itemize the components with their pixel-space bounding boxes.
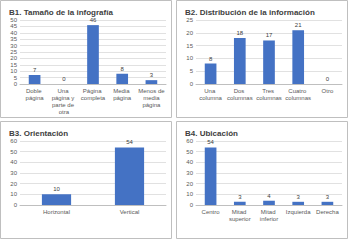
svg-text:columna: columna (199, 95, 222, 101)
svg-text:50: 50 (10, 149, 17, 155)
svg-text:Izquierda: Izquierda (286, 209, 311, 215)
svg-text:Menos de: Menos de (138, 88, 165, 94)
svg-text:0: 0 (14, 202, 18, 208)
svg-text:10: 10 (186, 55, 193, 61)
svg-text:0: 0 (326, 76, 330, 82)
svg-text:otra: otra (59, 109, 70, 115)
svg-text:B1. Tamaño de la infografía: B1. Tamaño de la infografía (9, 8, 113, 17)
svg-text:15: 15 (10, 62, 17, 68)
svg-text:página y: página y (52, 95, 76, 101)
svg-text:10: 10 (53, 186, 60, 192)
svg-text:30: 30 (10, 43, 17, 49)
svg-text:parte de: parte de (52, 102, 76, 108)
svg-text:60: 60 (10, 138, 17, 144)
svg-text:4: 4 (267, 193, 271, 199)
svg-text:Media: Media (113, 88, 131, 94)
svg-text:40: 40 (186, 159, 193, 165)
svg-text:50: 50 (186, 149, 193, 155)
svg-text:Mitad: Mitad (232, 209, 248, 215)
svg-text:20: 20 (186, 181, 193, 187)
svg-text:0: 0 (14, 81, 18, 87)
svg-text:20: 20 (10, 181, 17, 187)
svg-text:Cuatro: Cuatro (288, 88, 308, 94)
svg-text:0: 0 (190, 81, 194, 87)
svg-text:B2. Distribución de la informa: B2. Distribución de la información (185, 8, 315, 17)
svg-text:Vertical: Vertical (120, 209, 140, 215)
svg-text:Dos: Dos (234, 88, 246, 94)
svg-text:10: 10 (10, 191, 17, 197)
svg-text:página: página (113, 95, 132, 101)
svg-text:Tres: Tres (262, 88, 275, 94)
svg-text:columnas: columnas (227, 95, 253, 101)
svg-text:Una: Una (57, 88, 70, 94)
svg-text:40: 40 (10, 30, 17, 36)
svg-text:40: 40 (10, 159, 17, 165)
svg-text:Página: Página (83, 88, 103, 94)
svg-text:8: 8 (121, 66, 125, 72)
svg-text:superior: superior (229, 216, 251, 222)
svg-text:18: 18 (236, 30, 243, 36)
svg-text:Horizontal: Horizontal (43, 209, 70, 215)
svg-text:30: 30 (186, 170, 193, 176)
svg-text:50: 50 (10, 17, 17, 23)
svg-text:25: 25 (10, 49, 17, 55)
svg-text:B4. Ubicación: B4. Ubicación (185, 129, 238, 138)
svg-text:Derecha: Derecha (316, 209, 339, 215)
svg-text:3: 3 (297, 194, 301, 200)
svg-text:Doble: Doble (26, 88, 43, 94)
svg-text:20: 20 (10, 55, 17, 61)
svg-text:completa: completa (81, 95, 106, 101)
svg-text:0: 0 (190, 202, 194, 208)
svg-text:3: 3 (326, 194, 330, 200)
svg-text:3: 3 (150, 72, 154, 78)
svg-text:inferior: inferior (260, 216, 278, 222)
svg-text:20: 20 (186, 30, 193, 36)
svg-text:45: 45 (10, 23, 17, 29)
svg-text:10: 10 (10, 68, 17, 74)
svg-text:25: 25 (186, 17, 193, 23)
svg-text:46: 46 (90, 17, 97, 23)
svg-text:54: 54 (207, 139, 214, 145)
svg-text:Mitad: Mitad (261, 209, 277, 215)
svg-text:5: 5 (14, 75, 18, 81)
svg-text:5: 5 (190, 68, 194, 74)
svg-text:B3. Orientación: B3. Orientación (9, 129, 68, 138)
svg-text:54: 54 (126, 139, 133, 145)
svg-text:Centro: Centro (202, 209, 221, 215)
svg-text:8: 8 (209, 56, 213, 62)
svg-text:21: 21 (295, 22, 302, 28)
svg-text:Otro: Otro (322, 88, 334, 94)
svg-text:columnas: columnas (285, 95, 311, 101)
svg-text:15: 15 (186, 43, 193, 49)
svg-text:30: 30 (10, 170, 17, 176)
svg-text:página: página (142, 102, 161, 108)
svg-text:35: 35 (10, 36, 17, 42)
svg-text:3: 3 (238, 194, 242, 200)
svg-text:7: 7 (33, 67, 37, 73)
svg-text:60: 60 (186, 138, 193, 144)
svg-text:columnas: columnas (256, 95, 282, 101)
svg-text:17: 17 (266, 32, 273, 38)
svg-text:0: 0 (62, 76, 66, 82)
svg-text:media: media (142, 95, 162, 101)
svg-text:10: 10 (186, 191, 193, 197)
svg-text:página: página (26, 95, 45, 101)
svg-text:Una: Una (204, 88, 217, 94)
